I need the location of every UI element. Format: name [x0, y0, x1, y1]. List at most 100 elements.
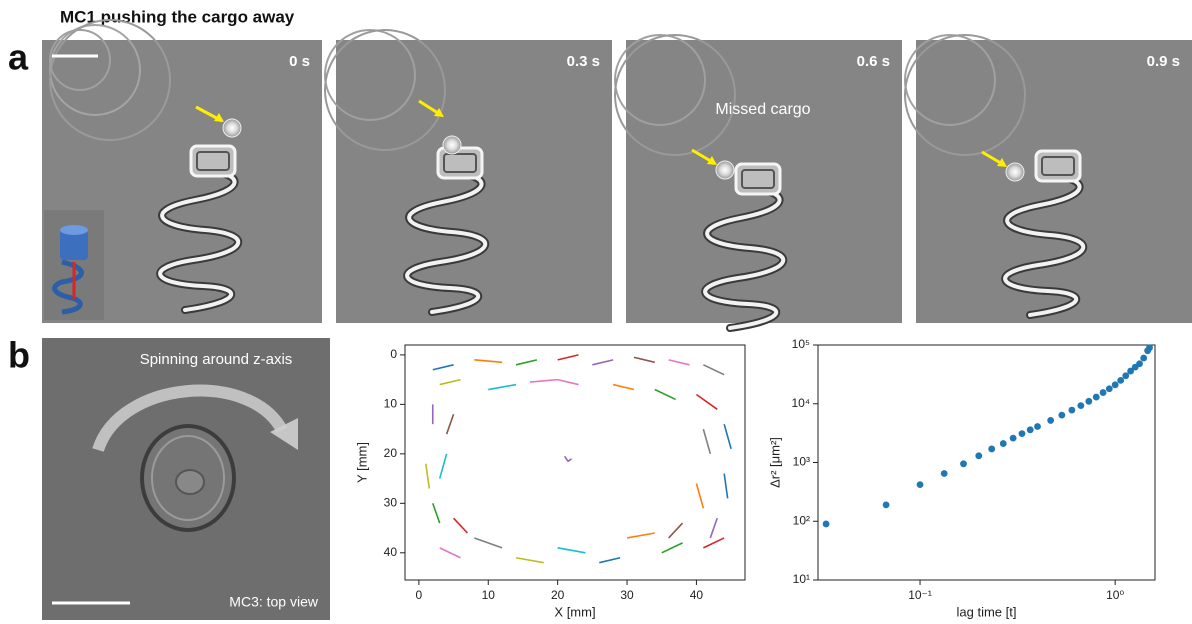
- track: [702, 428, 712, 455]
- y-axis-label: Δr² [μm²]: [767, 437, 782, 488]
- panel-label: b: [8, 335, 30, 376]
- track: [599, 556, 621, 564]
- track: [425, 463, 431, 489]
- track: [668, 522, 684, 539]
- y-axis-label: Y [mm]: [354, 442, 369, 483]
- point: [999, 440, 1007, 447]
- annotation: Missed cargo: [715, 101, 810, 118]
- point: [1058, 411, 1066, 419]
- track: [439, 378, 461, 386]
- track: [432, 503, 441, 524]
- track: [557, 547, 586, 554]
- x-axis-label: X [mm]: [554, 604, 595, 619]
- y-tick-label: 0: [390, 347, 397, 361]
- track: [668, 359, 690, 366]
- point: [988, 445, 996, 453]
- point: [1092, 393, 1100, 401]
- image-text: Spinning around z-axis: [140, 351, 293, 368]
- point: [1068, 406, 1076, 414]
- point: [1077, 402, 1085, 410]
- point: [1111, 381, 1119, 389]
- track: [695, 483, 705, 509]
- cargo: [442, 135, 462, 155]
- x-axis-label: lag time [t]: [957, 604, 1017, 619]
- image-frame: Spinning around z-axis MC3: top view: [42, 338, 330, 620]
- x-tick-label: 10: [482, 588, 496, 602]
- track: [654, 388, 676, 401]
- time-label: 0 s: [289, 53, 310, 70]
- x-tick-label: 30: [620, 588, 634, 602]
- image-frame: 0.9 s: [904, 34, 1192, 323]
- image-frame: 0 s: [42, 19, 322, 323]
- y-tick-label: 30: [384, 495, 398, 509]
- track: [626, 532, 655, 539]
- point: [1105, 385, 1113, 393]
- image-caption: MC3: top view: [229, 594, 319, 610]
- point: [1146, 344, 1153, 352]
- y-tick-label: 20: [384, 446, 398, 460]
- track: [703, 364, 725, 376]
- image-frame: Missed cargo 0.6 s: [614, 34, 902, 328]
- track: [709, 517, 718, 539]
- track: [452, 517, 469, 534]
- point: [1122, 372, 1130, 380]
- x-tick-label: 10⁰: [1106, 588, 1124, 602]
- point: [916, 481, 924, 489]
- plot-frame: [817, 344, 1156, 581]
- point: [1034, 423, 1041, 430]
- track: [474, 359, 503, 364]
- track: [474, 537, 503, 549]
- time-label: 0.6 s: [857, 53, 890, 70]
- track: [432, 364, 454, 371]
- track: [723, 423, 732, 450]
- point: [882, 501, 890, 509]
- track: [703, 537, 725, 549]
- point: [960, 460, 967, 468]
- track: [445, 413, 455, 435]
- time-label: 0.3 s: [567, 53, 600, 70]
- track: [723, 473, 729, 499]
- x-tick-label: 20: [551, 588, 565, 602]
- track: [515, 556, 544, 564]
- point: [1018, 430, 1026, 438]
- track: [612, 383, 635, 391]
- track: [439, 547, 461, 559]
- y-tick-label: 10⁴: [791, 396, 810, 410]
- point: [1047, 417, 1055, 424]
- y-tick-label: 10³: [793, 455, 810, 469]
- cargo: [222, 118, 242, 138]
- image-frame: 0.3 s: [324, 29, 612, 323]
- track: [633, 356, 655, 364]
- track: [515, 359, 538, 366]
- point: [1117, 376, 1125, 384]
- panel-label: a: [8, 37, 29, 78]
- track: [695, 393, 718, 410]
- cargo: [715, 160, 735, 180]
- track: [563, 455, 572, 463]
- point: [1136, 360, 1143, 368]
- track: [438, 453, 448, 479]
- point: [822, 520, 830, 528]
- point: [1009, 434, 1017, 442]
- track: [488, 383, 517, 391]
- x-tick-label: 40: [690, 588, 704, 602]
- y-tick-label: 10¹: [793, 572, 810, 586]
- point: [1127, 367, 1135, 375]
- track: [661, 542, 683, 554]
- figure-title: MC1 pushing the cargo away: [60, 7, 295, 26]
- x-tick-label: 10⁻¹: [908, 588, 932, 602]
- track: [592, 359, 614, 366]
- y-tick-label: 10²: [793, 513, 810, 527]
- point: [975, 452, 983, 460]
- point: [940, 470, 948, 477]
- point: [1085, 397, 1093, 405]
- point: [1026, 426, 1034, 434]
- point: [1099, 389, 1107, 396]
- x-tick-label: 0: [416, 588, 423, 602]
- time-label: 0.9 s: [1147, 53, 1180, 70]
- y-tick-label: 10: [384, 397, 398, 411]
- track: [529, 378, 579, 386]
- y-tick-label: 10⁵: [792, 337, 810, 351]
